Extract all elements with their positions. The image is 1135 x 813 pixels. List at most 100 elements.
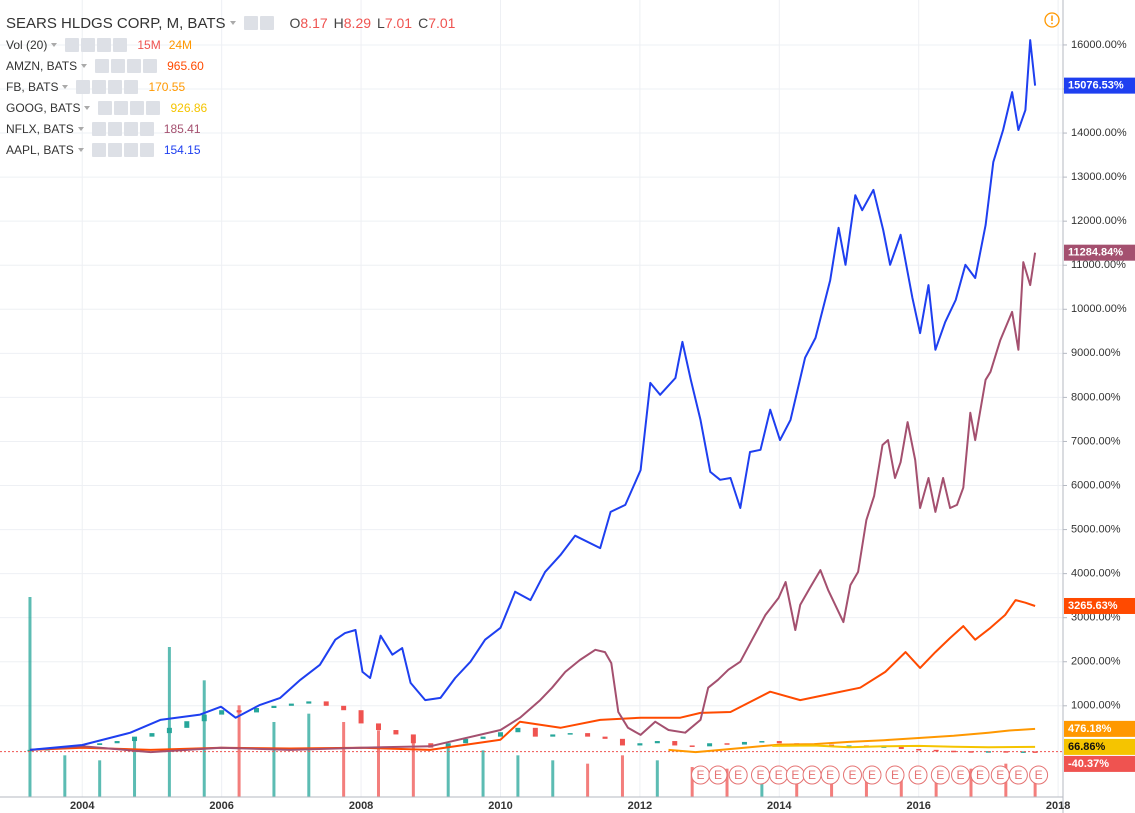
earnings-marker[interactable]: E bbox=[750, 765, 770, 785]
legend-button[interactable] bbox=[143, 58, 158, 73]
earnings-marker[interactable]: E bbox=[691, 765, 711, 785]
earnings-label: E bbox=[734, 768, 742, 782]
earnings-marker[interactable]: E bbox=[862, 765, 882, 785]
legend-button[interactable] bbox=[146, 100, 161, 115]
legend-button[interactable] bbox=[107, 121, 122, 136]
legend-buttons bbox=[91, 121, 156, 136]
y-tick-label: 10000.00% bbox=[1071, 303, 1127, 315]
legend-button[interactable] bbox=[65, 37, 80, 52]
legend-button[interactable] bbox=[123, 142, 138, 157]
alert-dot bbox=[1051, 22, 1053, 25]
legend-price: 170.55 bbox=[148, 79, 186, 94]
legend-row: FB, BATS 170.55 bbox=[6, 76, 455, 97]
legend-button[interactable] bbox=[123, 121, 138, 136]
earnings-marker[interactable]: E bbox=[908, 765, 928, 785]
legend-button[interactable] bbox=[95, 58, 110, 73]
earnings-marker[interactable]: E bbox=[785, 765, 805, 785]
legend-buttons bbox=[91, 142, 156, 157]
earnings-marker[interactable]: E bbox=[802, 765, 822, 785]
candle bbox=[654, 741, 660, 744]
volume-bar bbox=[63, 755, 67, 797]
last-value-badge bbox=[1064, 738, 1135, 755]
legend-button[interactable] bbox=[108, 79, 123, 94]
candle bbox=[585, 733, 591, 737]
legend-button[interactable] bbox=[111, 58, 126, 73]
candle bbox=[916, 748, 922, 751]
earnings-label: E bbox=[891, 768, 899, 782]
ohlc-key: O bbox=[289, 15, 301, 31]
ohlc-value: 8.17 bbox=[300, 15, 328, 31]
volume-bar bbox=[167, 647, 171, 797]
legend-button[interactable] bbox=[91, 121, 106, 136]
y-tick-label: 14000.00% bbox=[1071, 127, 1127, 139]
legend-button[interactable] bbox=[98, 100, 113, 115]
earnings-marker[interactable]: E bbox=[728, 765, 748, 785]
x-tick-label: 2004 bbox=[70, 800, 95, 812]
earnings-label: E bbox=[957, 768, 965, 782]
earnings-marker[interactable]: E bbox=[1029, 765, 1049, 785]
earnings-marker[interactable]: E bbox=[842, 765, 862, 785]
legend-caret[interactable] bbox=[81, 63, 88, 68]
volume-value: 24M bbox=[168, 37, 193, 52]
legend-caret[interactable] bbox=[77, 147, 84, 152]
legend-button[interactable] bbox=[76, 79, 91, 94]
legend-button[interactable] bbox=[243, 16, 258, 30]
legend-button[interactable] bbox=[114, 100, 129, 115]
earnings-label: E bbox=[936, 768, 944, 782]
legend-name: GOOG, BATS bbox=[6, 100, 81, 115]
last-value-badge bbox=[1064, 244, 1135, 261]
volume-bar bbox=[28, 597, 32, 797]
earnings-marker[interactable]: E bbox=[1008, 765, 1028, 785]
alert-icon[interactable] bbox=[1044, 12, 1060, 28]
candle bbox=[619, 738, 625, 746]
legend-button[interactable] bbox=[139, 121, 154, 136]
earnings-marker[interactable]: E bbox=[951, 765, 971, 785]
x-tick-label: 2016 bbox=[906, 800, 930, 812]
legend-button[interactable] bbox=[97, 37, 112, 52]
legend-row: SEARS HLDGS CORP, M, BATS O 8.17 H 8.29 L 7.01… bbox=[6, 12, 455, 34]
volume-bar bbox=[899, 775, 903, 797]
volume-bar bbox=[586, 763, 590, 797]
legend: SEARS HLDGS CORP, M, BATS O 8.17 H 8.29 L 7.01… bbox=[6, 12, 455, 160]
candle bbox=[567, 733, 573, 735]
legend-button[interactable] bbox=[92, 79, 107, 94]
candle bbox=[288, 703, 294, 706]
earnings-marker[interactable]: E bbox=[885, 765, 905, 785]
legend-caret[interactable] bbox=[51, 42, 58, 47]
legend-button[interactable] bbox=[130, 100, 145, 115]
legend-caret[interactable] bbox=[229, 21, 236, 25]
earnings-circle bbox=[708, 765, 728, 785]
y-tick-label: 6000.00% bbox=[1071, 479, 1121, 491]
volume-bar bbox=[551, 760, 555, 797]
x-tick-label: 2018 bbox=[1046, 800, 1070, 812]
legend-caret[interactable] bbox=[77, 126, 84, 131]
y-tick-label: 4000.00% bbox=[1071, 568, 1121, 580]
earnings-marker[interactable]: E bbox=[769, 765, 789, 785]
candle bbox=[306, 701, 312, 704]
last-value-badge bbox=[1064, 720, 1135, 737]
earnings-marker[interactable]: E bbox=[990, 765, 1010, 785]
candle bbox=[166, 727, 172, 734]
candle bbox=[236, 710, 242, 713]
earnings-marker[interactable]: E bbox=[820, 765, 840, 785]
legend-button[interactable] bbox=[259, 16, 274, 30]
candle bbox=[271, 705, 277, 709]
legend-button[interactable] bbox=[124, 79, 139, 94]
legend-button[interactable] bbox=[107, 142, 122, 157]
earnings-marker[interactable]: E bbox=[708, 765, 728, 785]
legend-caret[interactable] bbox=[84, 105, 91, 110]
candle bbox=[515, 727, 521, 733]
candle bbox=[672, 741, 678, 746]
legend-button[interactable] bbox=[81, 37, 96, 52]
legend-price: 926.86 bbox=[170, 100, 208, 115]
earnings-marker[interactable]: E bbox=[970, 765, 990, 785]
legend-button[interactable] bbox=[91, 142, 106, 157]
earnings-label: E bbox=[808, 768, 816, 782]
legend-button[interactable] bbox=[127, 58, 142, 73]
legend-button[interactable] bbox=[139, 142, 154, 157]
legend-button[interactable] bbox=[113, 37, 128, 52]
earnings-label: E bbox=[775, 768, 783, 782]
earnings-marker[interactable]: E bbox=[930, 765, 950, 785]
legend-caret[interactable] bbox=[62, 84, 69, 89]
